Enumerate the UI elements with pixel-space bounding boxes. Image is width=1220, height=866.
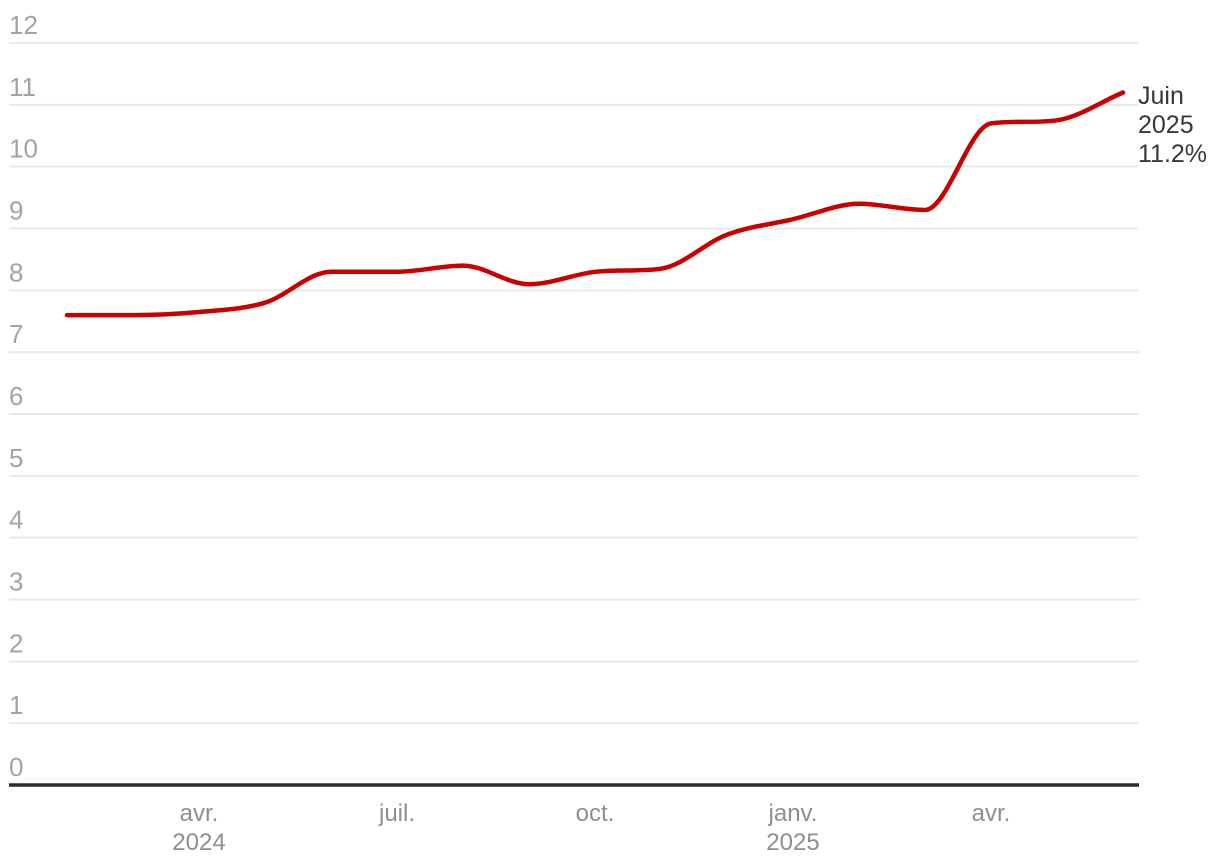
x-tick-year-label: 2025 bbox=[766, 829, 819, 856]
x-tick-label: oct. bbox=[576, 800, 615, 827]
y-tick-label: 1 bbox=[9, 690, 23, 720]
annotation-month: Juin bbox=[1138, 82, 1184, 110]
y-tick-label: 9 bbox=[9, 196, 23, 226]
x-tick-label: avr. bbox=[972, 800, 1011, 827]
x-tick-label: janv. bbox=[768, 800, 818, 827]
series-line bbox=[64, 90, 1126, 318]
y-tick-label: 7 bbox=[9, 319, 23, 349]
y-tick-label: 4 bbox=[9, 505, 23, 535]
y-tick-label: 3 bbox=[9, 567, 23, 597]
end-annotation: Juin 2025 11.2% bbox=[1138, 82, 1207, 168]
y-tick-label: 2 bbox=[9, 628, 23, 658]
annotation-year: 2025 bbox=[1138, 111, 1194, 139]
y-tick-label: 11 bbox=[9, 72, 36, 102]
y-tick-label: 5 bbox=[9, 443, 23, 473]
x-tick-year-label: 2024 bbox=[172, 829, 225, 856]
x-tick-label: avr. bbox=[180, 800, 219, 827]
annotation-value: 11.2% bbox=[1138, 140, 1207, 168]
y-tick-label: 12 bbox=[9, 10, 38, 40]
x-tick-label: juil. bbox=[378, 800, 415, 827]
y-tick-label: 0 bbox=[9, 752, 23, 782]
y-tick-label: 10 bbox=[9, 134, 38, 164]
y-tick-label: 8 bbox=[9, 257, 23, 287]
gridlines bbox=[9, 42, 1139, 787]
y-tick-label: 6 bbox=[9, 381, 23, 411]
